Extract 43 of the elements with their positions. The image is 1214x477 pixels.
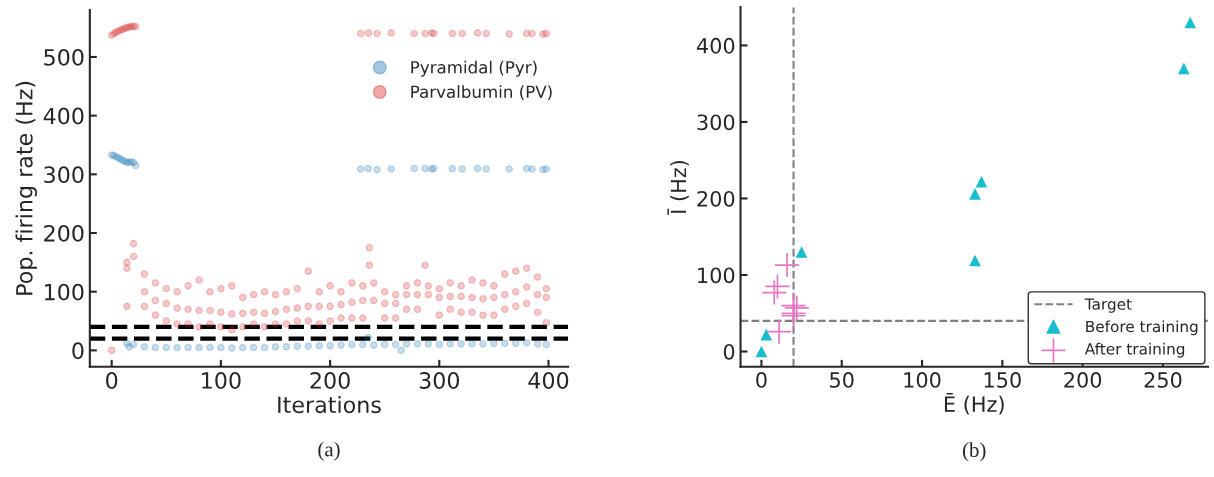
y-tick-label: 500	[44, 48, 84, 66]
y-axis-title: Ī (Hz)	[667, 160, 689, 215]
y-tick-label: 400	[696, 37, 735, 54]
y-tick-label: 0	[723, 343, 735, 360]
legend-label: Before training	[1086, 320, 1198, 336]
legend-label: Pyramidal (Pyr)	[411, 60, 537, 77]
x-tick-label: 200	[1064, 372, 1102, 388]
point	[775, 253, 800, 278]
x-axis-title: Ē (Hz)	[944, 393, 1004, 415]
x-tick-label: 50	[830, 372, 854, 388]
point	[969, 188, 981, 200]
point	[795, 246, 808, 258]
x-tick-label: 100	[202, 372, 241, 389]
x-tick-label: 300	[419, 372, 460, 389]
x-tick-label: 0	[106, 372, 118, 389]
x-tick-label: 150	[984, 372, 1021, 388]
y-tick-label: 100	[698, 267, 735, 284]
legend-label: After training	[1084, 342, 1185, 358]
y-tick-label: 300	[44, 166, 84, 184]
x-tick-label: 250	[1144, 372, 1182, 388]
point	[755, 345, 768, 358]
y-axis-title: Pop. firing rate (Hz)	[15, 81, 37, 295]
text: (a)	[318, 441, 340, 461]
point	[762, 280, 787, 305]
x-tick-label: 200	[310, 372, 350, 389]
y-tick-label: 200	[44, 224, 84, 242]
x-axis-title: Iterations	[278, 395, 381, 414]
y-tick-label: 300	[697, 114, 735, 131]
point	[760, 328, 773, 341]
y-tick-label: 0	[72, 342, 84, 360]
legend-label: Parvalbumin (PV)	[411, 85, 552, 101]
x-tick-label: 0	[756, 372, 767, 388]
x-tick-label: 400	[528, 372, 569, 389]
y-tick-label: 100	[45, 283, 84, 301]
y-tick-label: 400	[43, 107, 84, 125]
point	[975, 175, 988, 188]
legend-label: Target	[1084, 298, 1132, 313]
y-tick-label: 200	[697, 190, 735, 207]
point	[1178, 62, 1190, 75]
text: (b)	[963, 442, 986, 462]
point	[1184, 16, 1197, 29]
x-tick-label: 100	[904, 372, 941, 388]
point	[767, 319, 792, 344]
